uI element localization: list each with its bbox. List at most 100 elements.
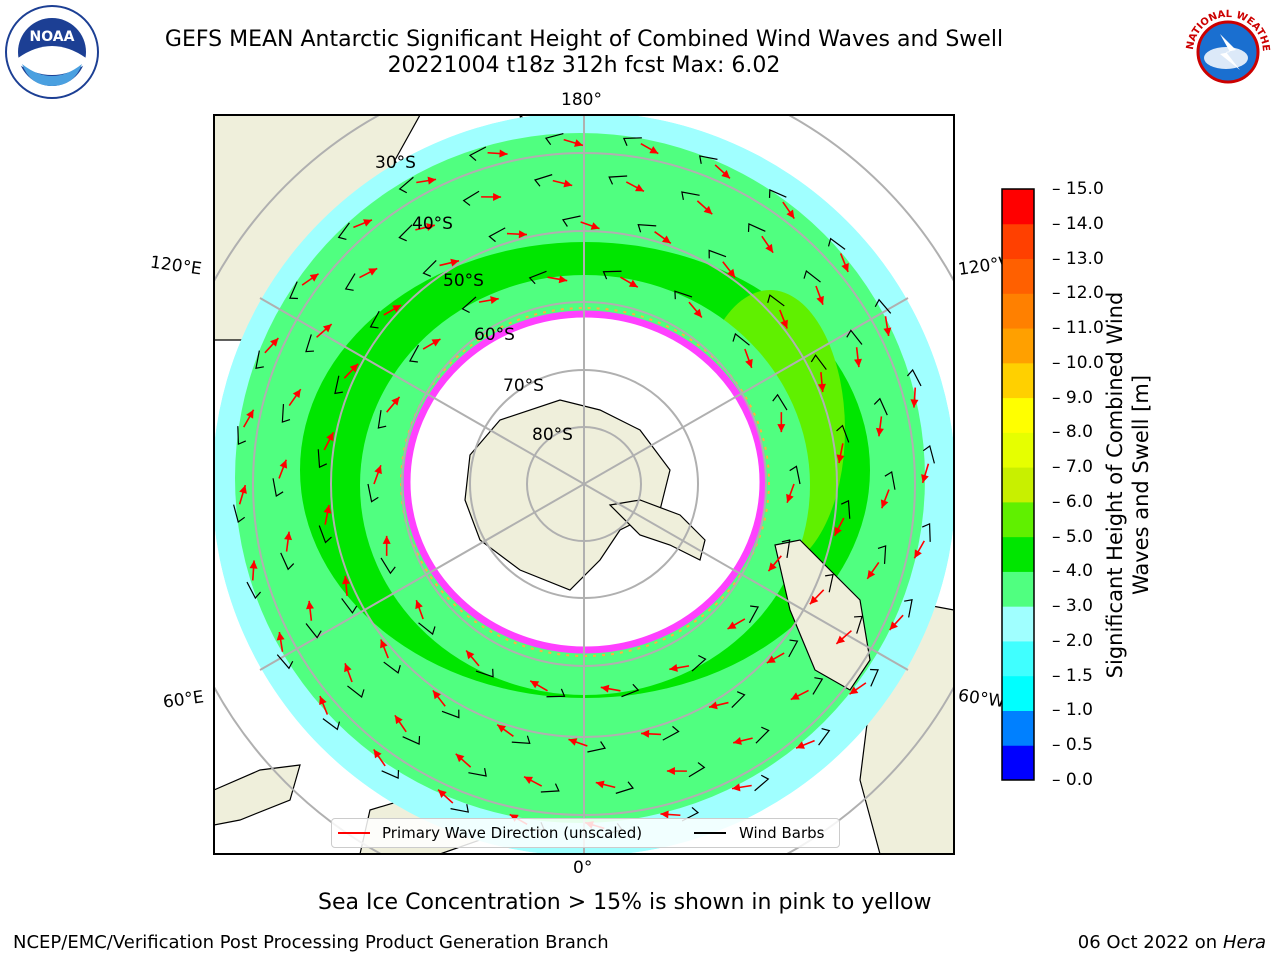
wind-barb — [318, 525, 332, 544]
wave-direction-arrowhead — [309, 273, 319, 282]
wind-barb — [546, 688, 566, 698]
wind-barb — [462, 190, 480, 206]
wind-barb — [662, 725, 680, 741]
lat-label-30s: 30°S — [375, 153, 416, 173]
colorbar-label: Significant Height of Combined Wind Wave… — [1103, 291, 1153, 679]
wind-barb — [674, 290, 693, 300]
wind-barb — [475, 668, 494, 678]
wind-barb — [488, 227, 506, 243]
wind-barb — [422, 259, 437, 277]
wave-direction-arrowhead — [391, 396, 400, 406]
colorbar-band — [1002, 710, 1034, 746]
colorbar-band — [1002, 293, 1034, 329]
wind-barb — [317, 449, 328, 469]
wave-direction-arrowhead — [284, 531, 293, 541]
wind-barb — [803, 269, 821, 283]
wind-barb — [615, 781, 635, 794]
colorbar-tick-label: – 12.0 — [1052, 283, 1104, 304]
host-name: Hera — [1222, 932, 1266, 953]
lon-label-0: 0° — [573, 858, 593, 878]
wave-direction-arrowhead — [809, 595, 819, 605]
wind-barb — [561, 215, 581, 227]
wind-barb — [768, 189, 787, 198]
wave-direction-arrowhead — [524, 776, 533, 784]
wind-barb — [637, 223, 657, 233]
wave-direction-arrowhead — [438, 789, 447, 798]
wind-barb — [468, 146, 487, 162]
run-date: 06 Oct 2022 on Hera — [1078, 932, 1266, 953]
wave-direction-arrowhead — [641, 729, 650, 738]
lat-label-60s: 60°S — [474, 325, 515, 345]
wind-barb — [827, 237, 846, 250]
wave-direction-arrowhead — [841, 263, 849, 272]
colorbar-tick-label: – 2.0 — [1052, 630, 1093, 651]
wave-direction-arrowhead — [490, 296, 499, 305]
wave-direction-arrowhead — [380, 639, 388, 649]
lat-label-50s: 50°S — [443, 271, 484, 291]
colorbar-band — [1002, 362, 1034, 399]
chart-title: GEFS MEAN Antarctic Significant Height o… — [164, 27, 1004, 52]
wind-barb — [398, 224, 413, 242]
wind-barb — [369, 310, 380, 329]
wind-barb — [873, 397, 888, 416]
wave-direction-arrowhead — [394, 715, 403, 725]
wave-direction-arrowhead — [703, 205, 713, 215]
wind-barb — [276, 654, 294, 670]
wind-barb — [731, 691, 746, 709]
wind-barb — [906, 368, 922, 387]
wave-direction-arrowhead — [292, 389, 301, 399]
wind-barb — [688, 762, 706, 778]
wind-barb — [788, 639, 799, 658]
colorbar-band — [1002, 640, 1034, 677]
colorbar-tick-label: – 5.0 — [1052, 526, 1093, 547]
wind-barb — [305, 623, 322, 639]
noaa-logo: NOAA — [5, 5, 99, 99]
wind-barb — [461, 296, 477, 314]
wind-barb — [870, 668, 879, 687]
wind-barb — [781, 539, 791, 558]
wave-direction-arrowhead — [727, 268, 736, 278]
wind-barb — [874, 298, 892, 314]
wind-barb — [544, 133, 564, 146]
wind-barb — [587, 741, 607, 753]
wave-direction-arrowhead — [326, 432, 334, 442]
wind-barb — [322, 718, 341, 731]
lat-label-70s: 70°S — [503, 376, 544, 396]
wind-barb — [608, 175, 628, 185]
colorbar-tick-label: – 6.0 — [1052, 491, 1093, 512]
wave-direction-arrowhead — [790, 692, 800, 700]
wind-barb — [255, 350, 264, 369]
wave-direction-arrowhead — [731, 783, 741, 792]
colorbar-tick-label: – 0.0 — [1052, 770, 1093, 790]
colorbar-tick-label: – 0.5 — [1052, 735, 1093, 756]
wave-direction-arrowhead — [786, 493, 794, 503]
lat-label-80s: 80°S — [532, 425, 573, 445]
wave-direction-arrowhead — [270, 338, 279, 347]
wave-direction-arrowhead — [766, 655, 776, 663]
wave-direction-arrowhead — [344, 663, 352, 673]
wave-direction-arrowhead — [466, 650, 475, 660]
wind-barb — [691, 654, 707, 672]
wind-barb — [540, 783, 560, 793]
sea-ice-note: Sea Ice Concentration > 15% is shown in … — [318, 890, 932, 915]
colorbar-tick-label: – 11.0 — [1052, 318, 1104, 339]
wind-barb — [377, 410, 387, 429]
wave-direction-arrowhead — [342, 575, 350, 585]
producer-credit: NCEP/EMC/Verification Post Processing Pr… — [13, 932, 609, 953]
colorbar-band — [1002, 189, 1034, 225]
wind-barb — [921, 522, 931, 542]
wind-barb — [767, 294, 785, 307]
wind-barb — [818, 727, 831, 746]
wave-direction-arrowhead — [382, 535, 391, 544]
wave-direction-arrowhead — [368, 268, 378, 276]
noaa-logo-text: NOAA — [30, 29, 75, 45]
wave-direction-arrowhead — [432, 690, 441, 700]
wave-direction-arrowhead — [768, 562, 777, 572]
wind-barb — [854, 615, 863, 634]
wind-barb — [877, 545, 887, 564]
colorbar-band — [1002, 328, 1034, 364]
wind-barb — [812, 677, 824, 695]
wind-barb — [468, 767, 487, 777]
wave-direction-arrowhead — [921, 474, 929, 483]
wave-direction-arrowhead — [249, 560, 258, 569]
